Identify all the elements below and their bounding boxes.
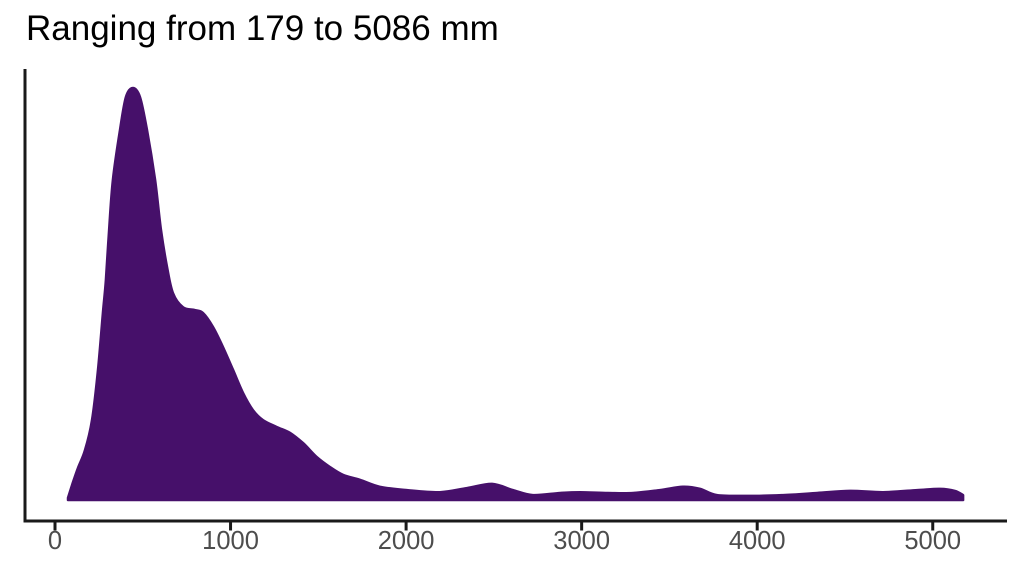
x-tick-label: 0	[48, 527, 62, 555]
x-tick-label: 4000	[729, 527, 786, 555]
x-tick-label: 5000	[904, 527, 961, 555]
x-tick-label: 3000	[553, 527, 610, 555]
x-tick-label: 1000	[202, 527, 259, 555]
x-tick-label: 2000	[378, 527, 435, 555]
density-area	[66, 86, 965, 502]
chart-title: Ranging from 179 to 5086 mm	[26, 9, 499, 48]
